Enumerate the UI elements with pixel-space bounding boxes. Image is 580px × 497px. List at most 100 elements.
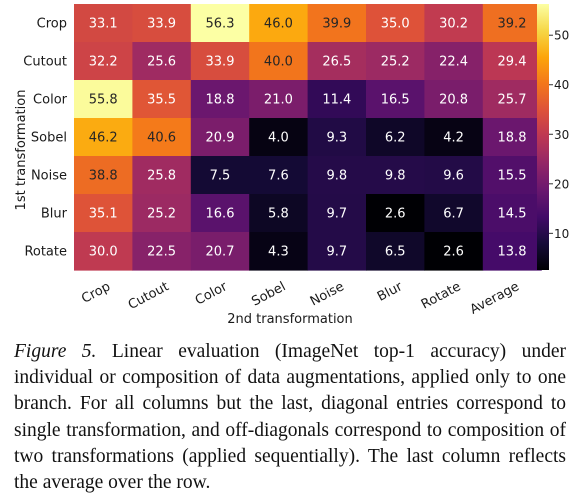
cell-value-label: 30.0 [89, 245, 118, 260]
cell-rotate-noise [307, 232, 367, 271]
cell-rotate-rotate [424, 232, 484, 271]
row-tick-label: Cutout [23, 55, 67, 70]
colorbar-tick-label: 10 [554, 227, 569, 241]
x-axis-label: 2nd transformation [227, 312, 353, 327]
cell-blur-cutout [132, 194, 192, 233]
cell-noise-crop [74, 156, 133, 195]
cell-crop-average [482, 4, 542, 43]
cell-value-label: 4.0 [268, 131, 289, 146]
column-tick-label: Cutout [126, 279, 172, 313]
cell-blur-color [190, 194, 250, 233]
cell-value-label: 56.3 [206, 17, 235, 32]
row-tick-label: Color [33, 93, 68, 108]
cell-sobel-blur [366, 118, 425, 157]
figure-caption: Figure 5. Linear evaluation (ImageNet to… [14, 339, 566, 496]
cell-value-label: 30.2 [439, 17, 468, 32]
cell-cutout-blur [366, 42, 425, 81]
cell-value-label: 6.2 [385, 131, 406, 146]
cell-sobel-cutout [132, 118, 192, 157]
colorbar-tick-label: 40 [554, 78, 569, 92]
cell-value-label: 4.2 [443, 131, 464, 146]
cell-value-label: 2.6 [443, 245, 464, 260]
cell-noise-color [190, 156, 250, 195]
cell-sobel-crop [74, 118, 133, 157]
cell-value-label: 39.9 [322, 17, 351, 32]
column-tick-label: Blur [375, 279, 406, 305]
cell-value-label: 18.8 [498, 131, 527, 146]
row-tick-label: Crop [37, 17, 67, 32]
cell-sobel-color [190, 118, 250, 157]
cell-color-average [482, 80, 542, 119]
cell-sobel-average [482, 118, 542, 157]
cell-value-label: 9.8 [385, 169, 406, 184]
cell-noise-blur [366, 156, 425, 195]
colorbar-tick-label: 50 [554, 29, 569, 43]
cell-value-label: 15.5 [498, 169, 527, 184]
cell-value-label: 22.5 [147, 245, 176, 260]
cell-color-rotate [424, 80, 484, 119]
colorbar-tick-label: 30 [554, 128, 569, 142]
cell-value-label: 35.5 [147, 93, 176, 108]
cell-value-label: 6.7 [443, 207, 464, 222]
cell-value-label: 35.0 [381, 17, 410, 32]
cell-color-blur [366, 80, 425, 119]
cell-value-label: 20.7 [206, 245, 235, 260]
cell-value-label: 22.4 [439, 55, 468, 70]
cell-value-label: 16.6 [206, 207, 235, 222]
cell-value-label: 20.8 [439, 93, 468, 108]
cell-blur-blur [366, 194, 425, 233]
cell-value-label: 29.4 [498, 55, 527, 70]
colorbar-tick-label: 20 [554, 177, 569, 191]
column-tick-label: Crop [79, 279, 113, 306]
cell-value-label: 18.8 [206, 93, 235, 108]
cell-cutout-color [190, 42, 250, 81]
cell-value-label: 7.5 [210, 169, 231, 184]
cell-value-label: 26.5 [322, 55, 351, 70]
cell-value-label: 39.2 [498, 17, 527, 32]
cell-value-label: 33.9 [147, 17, 176, 32]
cell-rotate-cutout [132, 232, 192, 271]
cell-color-noise [307, 80, 367, 119]
cell-cutout-noise [307, 42, 367, 81]
column-tick-label: Average [468, 279, 522, 317]
cell-crop-sobel [249, 4, 309, 43]
row-tick-label: Rotate [24, 245, 67, 260]
cell-value-label: 46.2 [89, 131, 118, 146]
cell-blur-sobel [249, 194, 309, 233]
cell-value-label: 25.7 [498, 93, 527, 108]
row-tick-label: Noise [31, 169, 67, 184]
cell-value-label: 33.9 [206, 55, 235, 70]
cell-value-label: 6.5 [385, 245, 406, 260]
cell-value-label: 7.6 [268, 169, 289, 184]
cell-sobel-sobel [249, 118, 309, 157]
cell-noise-average [482, 156, 542, 195]
cell-value-label: 2.6 [385, 207, 406, 222]
cell-rotate-sobel [249, 232, 309, 271]
cell-sobel-rotate [424, 118, 484, 157]
cell-color-sobel [249, 80, 309, 119]
cell-blur-average [482, 194, 542, 233]
cell-value-label: 25.2 [381, 55, 410, 70]
cell-color-crop [74, 80, 133, 119]
cell-blur-noise [307, 194, 367, 233]
figure-caption-lead: Figure 5. [14, 341, 97, 362]
column-tick-label: Noise [308, 279, 347, 309]
cell-value-label: 32.2 [89, 55, 118, 70]
row-tick-labels: Crop Cutout Color Sobel Noise Blur Rotate [23, 17, 67, 260]
colorbar-ticks: 10 20 30 40 50 [549, 29, 569, 241]
cell-value-label: 20.9 [206, 131, 235, 146]
cell-noise-sobel [249, 156, 309, 195]
heatmap-cell-labels: 33.1 33.9 56.3 46.0 39.9 35.0 30.2 39.2 32.2 25.6… [89, 17, 527, 260]
cell-value-label: 9.8 [326, 169, 347, 184]
cell-value-label: 4.3 [268, 245, 289, 260]
cell-value-label: 55.8 [89, 93, 118, 108]
cell-value-label: 25.8 [147, 169, 176, 184]
cell-value-label: 13.8 [498, 245, 527, 260]
cell-blur-crop [74, 194, 133, 233]
heatmap-chart: 33.1 33.9 56.3 46.0 39.9 35.0 30.2 39.2 32.2 25.6… [14, 4, 569, 327]
cell-noise-noise [307, 156, 367, 195]
cell-value-label: 11.4 [322, 93, 351, 108]
cell-color-color [190, 80, 250, 119]
cell-crop-rotate [424, 4, 484, 43]
cell-rotate-crop [74, 232, 133, 271]
